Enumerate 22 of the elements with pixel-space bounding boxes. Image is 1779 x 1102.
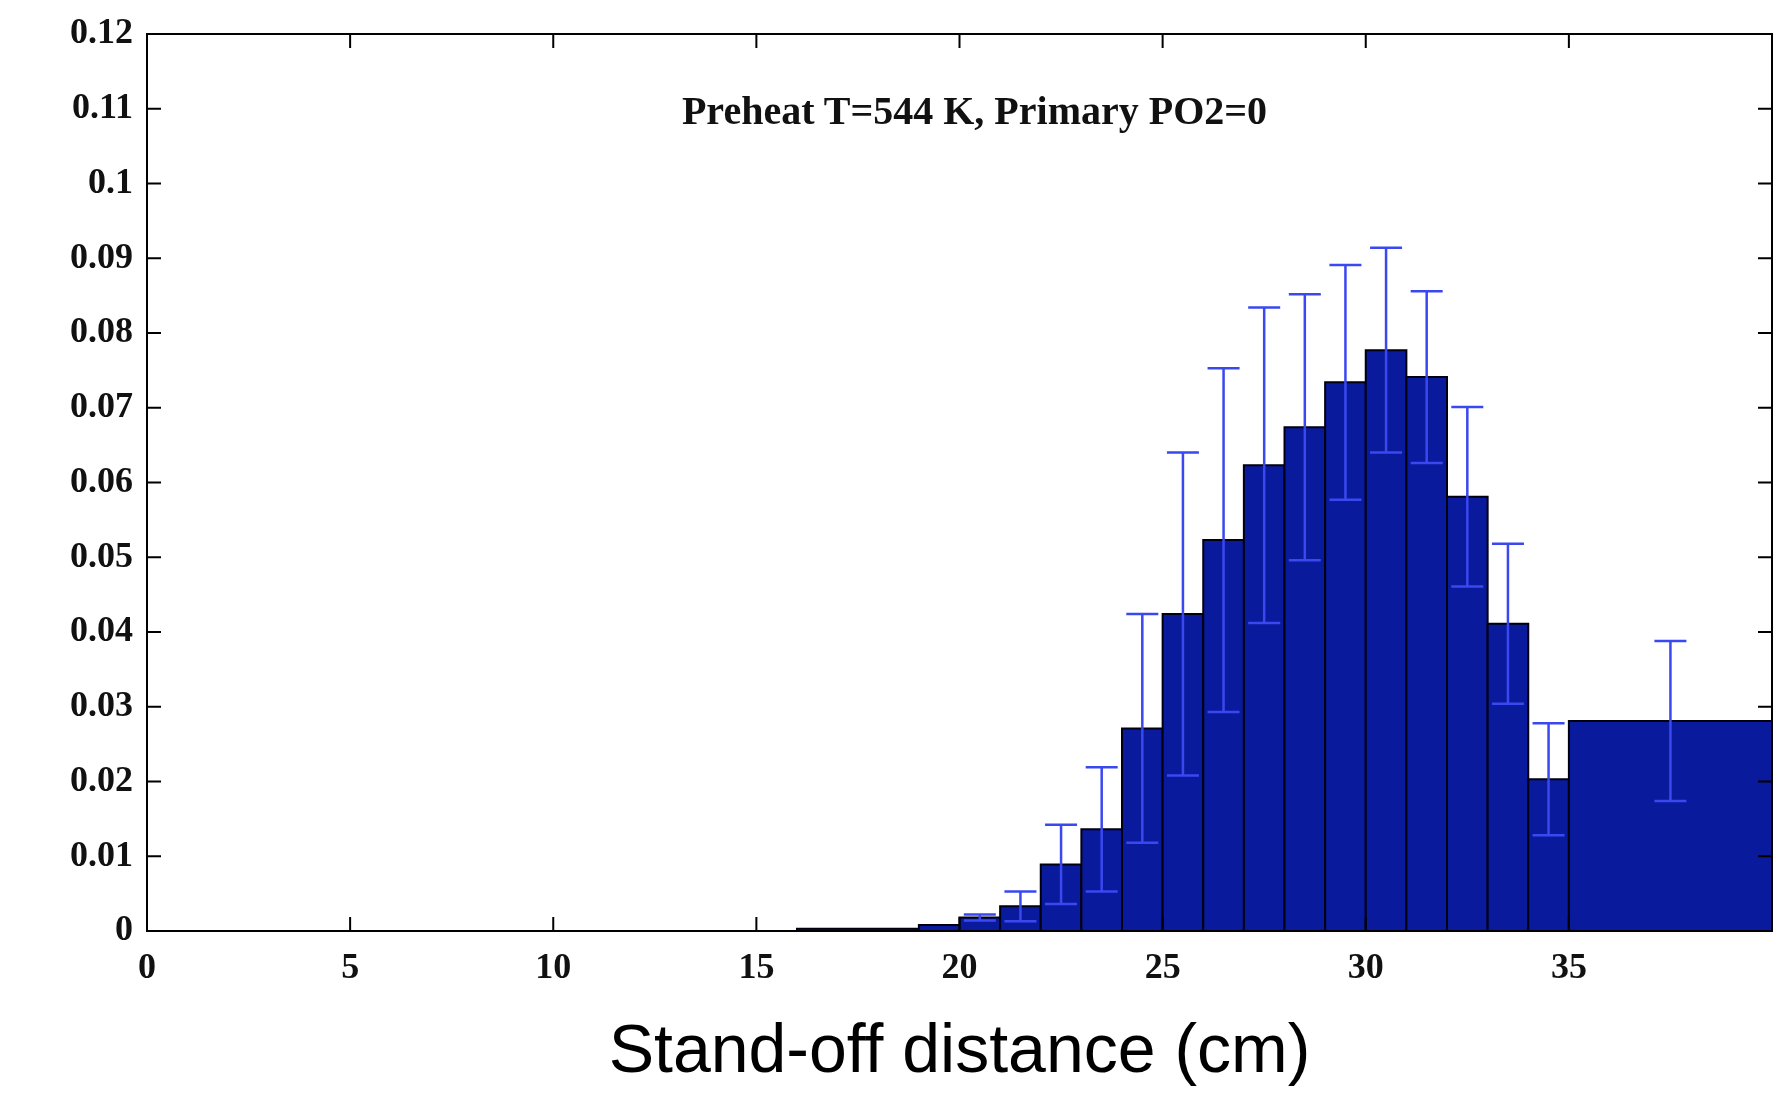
x-axis-title: Stand-off distance (cm) bbox=[608, 1009, 1311, 1086]
y-tick-label: 0.05 bbox=[70, 534, 133, 575]
y-tick-label: 0.01 bbox=[70, 833, 133, 874]
y-tick-label: 0.02 bbox=[70, 758, 133, 799]
x-tick-label: 35 bbox=[1550, 945, 1587, 986]
y-tick-label: 0.12 bbox=[70, 11, 133, 52]
x-tick-label: 25 bbox=[1144, 945, 1181, 986]
y-tick-label: 0.04 bbox=[70, 609, 133, 650]
y-tick-label: 0.09 bbox=[70, 235, 133, 276]
y-tick-label: 0.07 bbox=[70, 385, 133, 426]
y-tick-label: 0.03 bbox=[70, 684, 133, 725]
y-tick-label: 0.08 bbox=[70, 310, 133, 351]
x-tick-label: 10 bbox=[535, 945, 572, 986]
text: Preheat T=544 K, Primary PO2=0 bbox=[681, 88, 1268, 134]
x-tick-label: 5 bbox=[341, 945, 360, 986]
y-tick-label: 0.06 bbox=[70, 459, 133, 500]
y-tick-label: 0.1 bbox=[88, 160, 133, 201]
x-tick-label: 15 bbox=[738, 945, 775, 986]
y-tick-label: 0.11 bbox=[71, 86, 133, 127]
y-tick-label: 0 bbox=[115, 908, 133, 949]
x-tick-label: 20 bbox=[941, 945, 978, 986]
x-tick-label: 30 bbox=[1347, 945, 1384, 986]
